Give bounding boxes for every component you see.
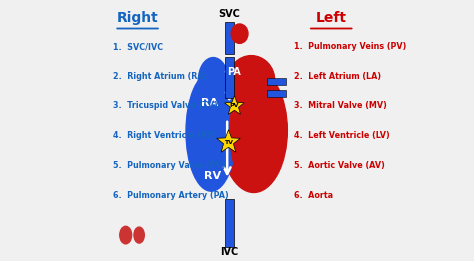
Text: RA: RA xyxy=(201,98,218,108)
Ellipse shape xyxy=(186,72,237,191)
Ellipse shape xyxy=(134,227,144,243)
Text: PA: PA xyxy=(227,67,241,78)
Ellipse shape xyxy=(229,56,274,104)
Text: SVC: SVC xyxy=(219,9,240,19)
Ellipse shape xyxy=(231,24,248,43)
Text: 5.  Aortic Valve (AV): 5. Aortic Valve (AV) xyxy=(294,161,385,170)
Ellipse shape xyxy=(199,58,228,103)
Ellipse shape xyxy=(230,73,280,191)
Text: Right: Right xyxy=(117,11,158,25)
Ellipse shape xyxy=(220,69,287,192)
FancyBboxPatch shape xyxy=(267,90,285,97)
Ellipse shape xyxy=(228,56,274,105)
Text: 3.  Tricuspid Valve (TV): 3. Tricuspid Valve (TV) xyxy=(112,102,217,110)
Polygon shape xyxy=(225,96,244,114)
Text: 2.  Right Atrium (RA): 2. Right Atrium (RA) xyxy=(112,72,207,81)
Polygon shape xyxy=(217,130,240,152)
Text: 1.  SVC/IVC: 1. SVC/IVC xyxy=(112,42,163,51)
Text: 4.  Left Ventricle (LV): 4. Left Ventricle (LV) xyxy=(294,131,390,140)
FancyBboxPatch shape xyxy=(225,57,234,98)
Text: 5.  Pulmonary Valve (PV): 5. Pulmonary Valve (PV) xyxy=(112,161,225,170)
Text: 2.  Left Atrium (LA): 2. Left Atrium (LA) xyxy=(294,72,381,81)
FancyBboxPatch shape xyxy=(225,199,234,247)
Text: TV: TV xyxy=(224,140,233,145)
FancyBboxPatch shape xyxy=(267,78,285,85)
Text: 1.  Pulmonary Veins (PV): 1. Pulmonary Veins (PV) xyxy=(294,42,406,51)
Text: PV: PV xyxy=(230,103,239,109)
Text: 4.  Right Ventricle (RV): 4. Right Ventricle (RV) xyxy=(112,131,217,140)
Text: 6.  Aorta: 6. Aorta xyxy=(294,191,333,200)
Text: RV: RV xyxy=(204,171,221,181)
Ellipse shape xyxy=(120,226,132,244)
Text: Left: Left xyxy=(316,11,347,25)
FancyBboxPatch shape xyxy=(225,22,234,54)
Text: IVC: IVC xyxy=(220,247,238,257)
Text: 6.  Pulmonary Artery (PA): 6. Pulmonary Artery (PA) xyxy=(112,191,228,200)
Text: 3.  Mitral Valve (MV): 3. Mitral Valve (MV) xyxy=(294,102,387,110)
